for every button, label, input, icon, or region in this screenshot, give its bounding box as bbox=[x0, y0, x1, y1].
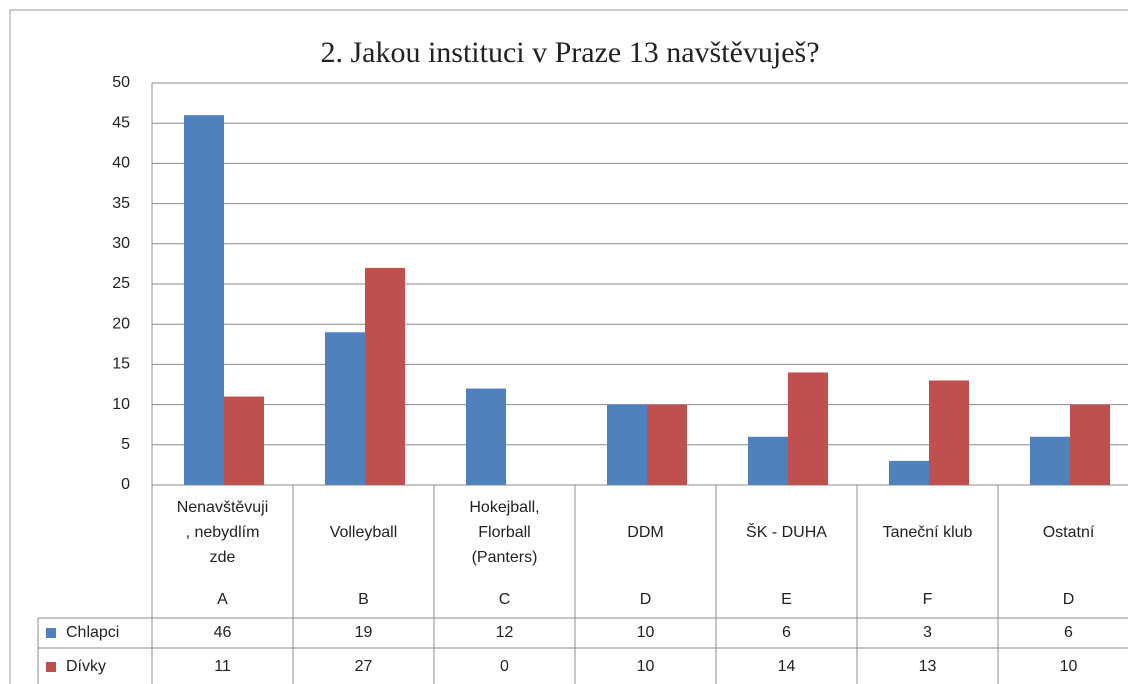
chart-border bbox=[9, 9, 1128, 684]
y-tick-label: 20 bbox=[112, 315, 130, 332]
y-tick-label: 30 bbox=[112, 235, 130, 252]
legend-swatch bbox=[46, 628, 56, 638]
table-value: 12 bbox=[496, 624, 514, 641]
bar bbox=[647, 404, 687, 485]
y-tick-label: 25 bbox=[112, 275, 130, 292]
x-tick-label: Florball bbox=[478, 524, 530, 541]
category-code: B bbox=[358, 591, 369, 608]
table-value: 0 bbox=[500, 658, 509, 675]
bar bbox=[889, 460, 929, 485]
bar bbox=[224, 396, 264, 485]
x-tick-label: Taneční klub bbox=[883, 524, 973, 541]
table-value: 46 bbox=[214, 624, 232, 641]
x-tick-label: Nenavštěvuji bbox=[177, 499, 269, 516]
bar bbox=[748, 436, 788, 485]
x-tick-label: DDM bbox=[627, 524, 663, 541]
table-value: 14 bbox=[778, 658, 796, 675]
table-value: 6 bbox=[782, 624, 791, 641]
table-value: 19 bbox=[355, 624, 373, 641]
legend-swatch bbox=[46, 662, 56, 672]
x-tick-label: zde bbox=[210, 549, 236, 566]
x-tick-label: Ostatní bbox=[1043, 524, 1095, 541]
bar bbox=[1070, 404, 1110, 485]
bar bbox=[325, 332, 365, 485]
x-tick-label: ŠK - DUHA bbox=[746, 522, 827, 541]
table-value: 3 bbox=[923, 624, 932, 641]
x-tick-label: Hokejball, bbox=[469, 499, 539, 516]
x-tick-label: Volleyball bbox=[330, 524, 398, 541]
bar bbox=[1030, 436, 1070, 485]
bar bbox=[788, 372, 828, 485]
y-tick-label: 40 bbox=[112, 155, 130, 172]
category-code: D bbox=[640, 591, 652, 608]
y-tick-label: 35 bbox=[112, 195, 130, 212]
table-value: 10 bbox=[637, 624, 655, 641]
y-tick-label: 15 bbox=[112, 356, 130, 373]
category-code: C bbox=[499, 591, 511, 608]
y-tick-label: 10 bbox=[112, 396, 130, 413]
legend-label: Dívky bbox=[66, 658, 106, 675]
chart-title: 2. Jakou instituci v Praze 13 navštěvuje… bbox=[320, 36, 819, 69]
table-value: 6 bbox=[1064, 624, 1073, 641]
bar bbox=[184, 115, 224, 485]
y-tick-label: 45 bbox=[112, 114, 130, 131]
bar bbox=[607, 404, 647, 485]
x-tick-label: , nebydlím bbox=[186, 524, 260, 541]
category-code: A bbox=[217, 591, 228, 608]
category-code: F bbox=[923, 591, 933, 608]
bar bbox=[466, 388, 506, 485]
legend-label: Chlapci bbox=[66, 624, 119, 641]
table-value: 10 bbox=[1060, 658, 1078, 675]
bar bbox=[929, 380, 969, 485]
table-value: 10 bbox=[637, 658, 655, 675]
table-value: 13 bbox=[919, 658, 937, 675]
x-tick-label: (Panters) bbox=[472, 549, 538, 566]
table-value: 27 bbox=[355, 658, 373, 675]
y-tick-label: 50 bbox=[112, 74, 130, 91]
y-tick-label: 5 bbox=[121, 436, 130, 453]
table-value: 11 bbox=[214, 658, 231, 675]
bar bbox=[365, 267, 405, 485]
category-code: D bbox=[1063, 591, 1075, 608]
category-code: E bbox=[781, 591, 792, 608]
y-tick-label: 0 bbox=[121, 476, 130, 493]
